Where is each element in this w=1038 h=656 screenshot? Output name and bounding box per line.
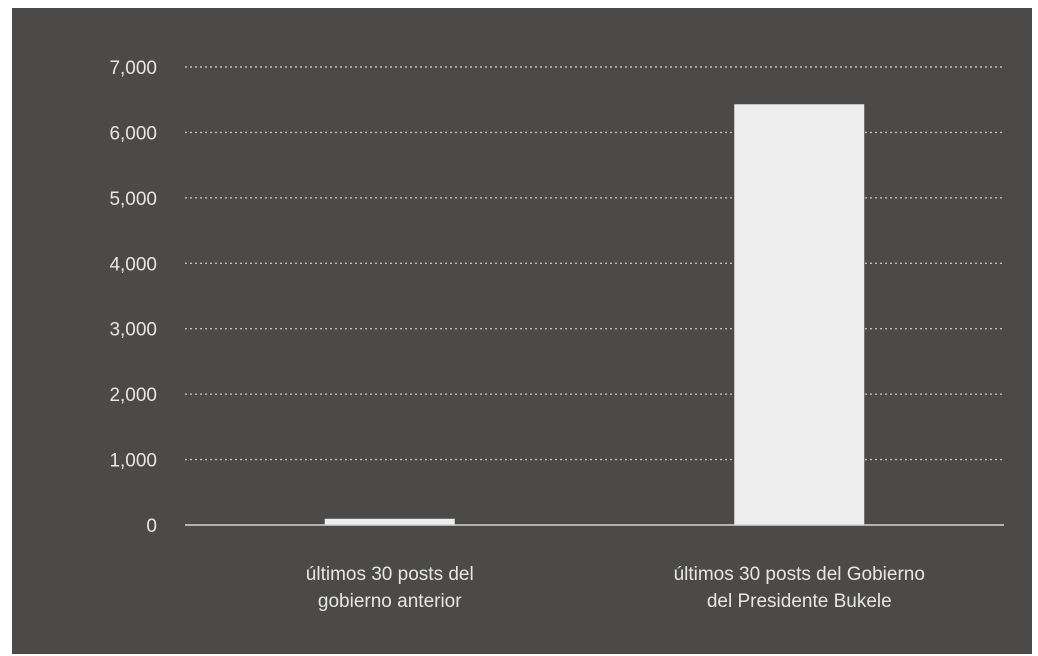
y-tick-label: 3,000 bbox=[109, 320, 157, 341]
y-tick-label: 4,000 bbox=[109, 254, 157, 275]
y-tick-label: 5,000 bbox=[109, 189, 157, 210]
y-tick-label: 0 bbox=[146, 516, 157, 537]
bars bbox=[324, 104, 865, 526]
gridlines bbox=[185, 66, 1004, 461]
bar bbox=[324, 518, 455, 525]
y-tick-label: 1,000 bbox=[109, 451, 157, 472]
y-axis-ticks: 0 1,000 2,000 3,000 4,000 5,000 6,000 7,000 bbox=[109, 58, 157, 537]
y-tick-label: 2,000 bbox=[109, 385, 157, 406]
x-category-label: últimos 30 posts del Gobierno del Preside… bbox=[674, 564, 925, 612]
x-category-label: últimos 30 posts del gobierno anterior bbox=[306, 564, 474, 612]
bar bbox=[734, 104, 865, 526]
y-tick-label: 7,000 bbox=[109, 58, 157, 79]
x-axis-labels: últimos 30 posts del gobierno anterior últ… bbox=[306, 564, 925, 612]
y-tick-label: 6,000 bbox=[109, 123, 157, 144]
